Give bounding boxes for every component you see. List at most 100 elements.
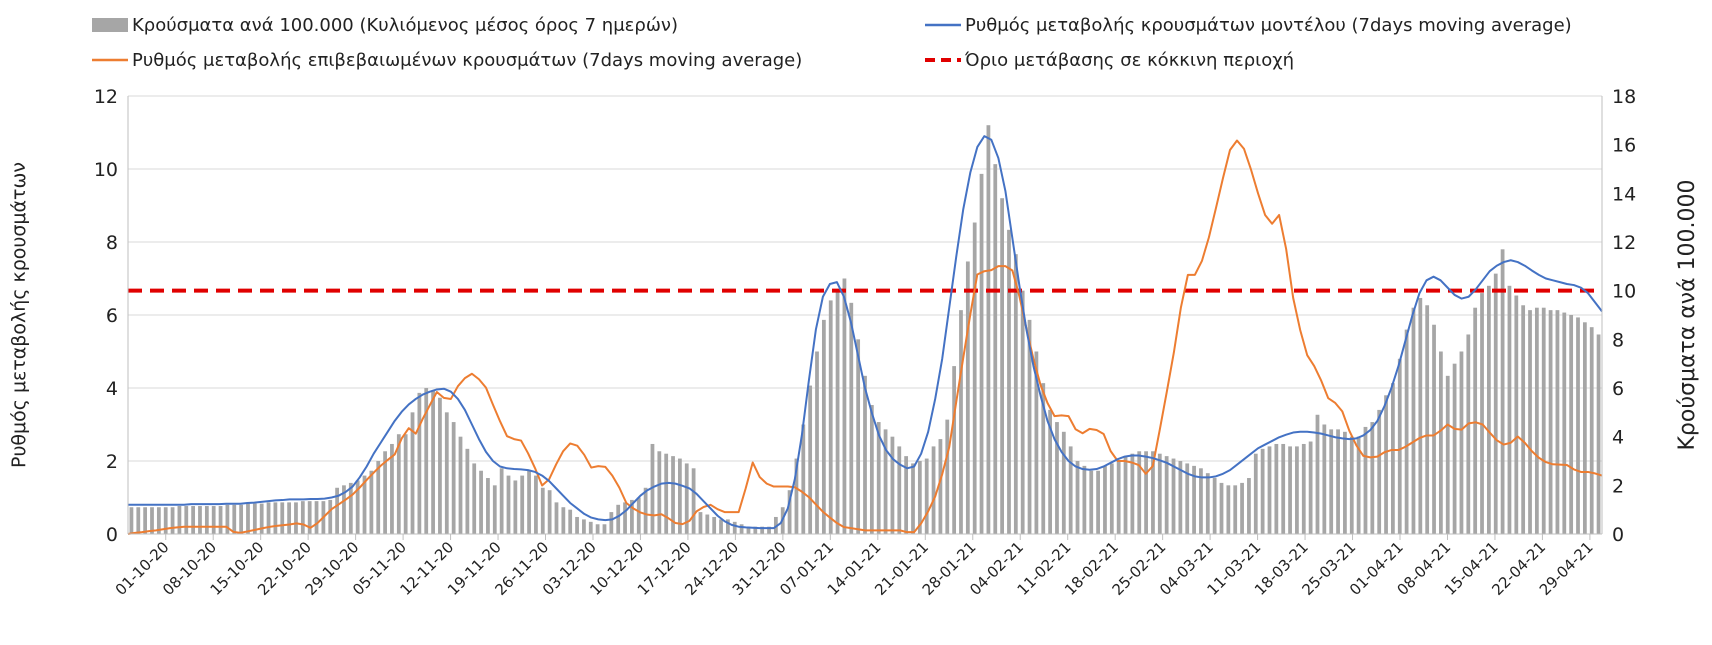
- bar-per-100k: [897, 446, 902, 534]
- bar-per-100k: [952, 366, 957, 534]
- bar-per-100k: [890, 436, 895, 534]
- bar-per-100k: [383, 451, 387, 534]
- y-left-tick-label: 8: [106, 232, 118, 254]
- bar-per-100k: [1075, 461, 1080, 534]
- bar-per-100k: [1582, 322, 1587, 534]
- y-left-tick-label: 2: [106, 451, 118, 473]
- bar-per-100k: [184, 506, 189, 534]
- bar-per-100k: [1020, 290, 1025, 534]
- bar-per-100k: [1068, 446, 1073, 534]
- bar-per-100k: [335, 487, 339, 534]
- bar-per-100k: [376, 461, 381, 534]
- bar-per-100k: [794, 458, 799, 534]
- bar-per-100k: [698, 512, 703, 534]
- bar-per-100k: [719, 519, 723, 534]
- bar-per-100k: [1521, 305, 1526, 534]
- bar-per-100k: [431, 390, 435, 534]
- bar-per-100k: [856, 339, 861, 534]
- bar-per-100k: [218, 506, 223, 534]
- bar-per-100k: [314, 501, 319, 534]
- bar-per-100k: [876, 422, 881, 534]
- bar-per-100k: [170, 507, 175, 534]
- bar-per-100k: [287, 502, 291, 534]
- bar-per-100k: [1301, 443, 1306, 534]
- bar-per-100k: [1157, 453, 1162, 534]
- bar-per-100k: [1247, 478, 1251, 534]
- bar-per-100k: [520, 475, 525, 534]
- bar-per-100k: [1432, 324, 1436, 534]
- bar-per-100k: [1137, 451, 1142, 534]
- bar-per-100k: [1116, 461, 1121, 534]
- bar-per-100k: [1007, 229, 1011, 534]
- bar-per-100k: [671, 456, 675, 534]
- bar-per-100k: [163, 507, 168, 534]
- bar-per-100k: [1507, 285, 1512, 534]
- bar-per-100k: [657, 451, 662, 534]
- y-right-tick-label: 4: [1612, 427, 1624, 449]
- bar-per-100k: [129, 507, 134, 534]
- bar-per-100k: [993, 164, 998, 534]
- bar-per-100k: [1466, 334, 1471, 534]
- bar-per-100k: [554, 502, 559, 534]
- bar-per-100k: [1418, 297, 1423, 534]
- bar-per-100k: [465, 448, 470, 534]
- y-right-tick-label: 14: [1612, 183, 1636, 205]
- bar-per-100k: [1233, 485, 1238, 534]
- bar-per-100k: [540, 487, 545, 534]
- bar-per-100k: [630, 499, 634, 534]
- bar-per-100k: [1109, 463, 1114, 534]
- bar-per-100k: [1391, 383, 1395, 534]
- bar-per-100k: [417, 392, 422, 534]
- bar-per-100k: [1267, 446, 1272, 534]
- bar-per-100k: [438, 397, 442, 534]
- bar-per-100k: [753, 526, 758, 534]
- bar-per-100k: [1013, 254, 1018, 535]
- bar-per-100k: [150, 507, 154, 534]
- bar-per-100k: [1253, 453, 1258, 534]
- bar-per-100k: [1459, 351, 1464, 534]
- bar-per-100k: [1528, 310, 1532, 534]
- bar-per-100k: [479, 470, 483, 534]
- bar-per-100k: [198, 506, 202, 534]
- legend-label: Όριο μετάβασης σε κόκκινη περιοχή: [964, 50, 1294, 71]
- bar-per-100k: [979, 173, 984, 534]
- bar-per-100k: [1089, 470, 1094, 534]
- bar-per-100k: [1329, 429, 1334, 534]
- bar-per-100k: [815, 351, 819, 534]
- bar-per-100k: [451, 422, 456, 534]
- bar-per-100k: [746, 526, 751, 534]
- bar-per-100k: [239, 504, 244, 534]
- bar-per-100k: [1048, 409, 1052, 534]
- bar-per-100k: [486, 478, 490, 534]
- bar-per-100k: [1061, 431, 1066, 534]
- bar-per-100k: [547, 490, 552, 534]
- bar-per-100k: [1130, 453, 1135, 534]
- bar-per-100k: [1144, 451, 1148, 534]
- bar-per-100k: [1205, 473, 1210, 534]
- bar-per-100k: [1384, 395, 1388, 534]
- bar-per-100k: [691, 468, 696, 534]
- bar-per-100k: [1541, 307, 1546, 534]
- y-right-tick-label: 12: [1612, 232, 1636, 254]
- bar-per-100k: [232, 504, 237, 534]
- bar-per-100k: [1596, 334, 1601, 534]
- bar-per-100k: [1411, 307, 1416, 534]
- bar-per-100k: [849, 302, 854, 534]
- y-right-tick-label: 10: [1612, 281, 1636, 303]
- bar-per-100k: [1548, 310, 1553, 534]
- legend-swatch-bar: [92, 18, 128, 32]
- bar-per-100k: [931, 446, 936, 534]
- bar-per-100k: [1589, 327, 1594, 534]
- bar-per-100k: [259, 503, 264, 534]
- bar-per-100k: [561, 507, 566, 534]
- bar-per-100k: [1425, 305, 1430, 534]
- bar-per-100k: [1356, 436, 1361, 534]
- bar-per-100k: [136, 507, 141, 534]
- bar-per-100k: [1363, 426, 1368, 534]
- bar-per-100k: [1493, 273, 1498, 534]
- bar-per-100k: [458, 436, 463, 534]
- bar-per-100k: [609, 512, 614, 534]
- bar-per-100k: [1555, 310, 1560, 534]
- bar-per-100k: [911, 463, 915, 534]
